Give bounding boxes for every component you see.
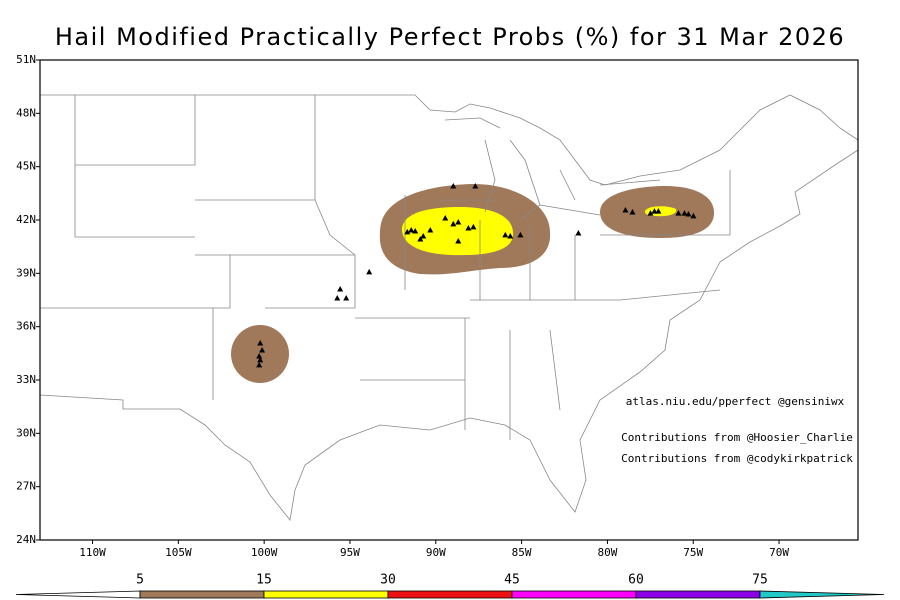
lon-tick-label: 85W [512, 546, 532, 559]
hail-report [455, 237, 462, 244]
colorbar-label: 30 [380, 573, 396, 588]
hail-report [465, 225, 472, 231]
lon-tick-label: 75W [683, 546, 703, 559]
credits: atlas.niu.edu/pperfect @gensiniwx Contri… [621, 395, 853, 465]
lat-tick-label: 24N [16, 533, 36, 546]
border-north [40, 94, 859, 186]
hail-report [417, 236, 424, 242]
hail-report [681, 210, 688, 216]
colorbar-segment [511, 590, 637, 599]
area-5 [231, 325, 289, 383]
lat-tick-label: 27N [16, 480, 36, 493]
lon-tick-label: 90W [426, 546, 446, 559]
hail-report [256, 353, 263, 359]
hail-report [675, 210, 682, 216]
hail-report [404, 228, 411, 235]
lat-tick-label: 30N [16, 426, 36, 439]
colorbar-segment [387, 590, 513, 599]
hail-report [257, 340, 264, 346]
credit: atlas.niu.edu/pperfect @gensiniwx [626, 395, 845, 408]
hail-report [507, 233, 514, 239]
hail-report [412, 228, 419, 234]
area-15 [402, 207, 514, 256]
hail-report [455, 218, 462, 225]
hail-report [450, 220, 457, 227]
lon-tick-label: 100W [251, 546, 278, 559]
hail-report [337, 285, 344, 292]
hail-report [651, 208, 658, 214]
hail-report [472, 183, 479, 189]
state-lines [40, 95, 731, 440]
hail-report [408, 226, 415, 233]
lon-tick-label: 95W [340, 546, 360, 559]
lat-tick-label: 48N [16, 106, 36, 119]
hail-report [517, 231, 524, 238]
hail-report [629, 209, 636, 215]
colorbar-segment [635, 590, 761, 599]
credit: Contributions from @Hoosier_Charlie [621, 431, 853, 444]
map-frame [39, 59, 859, 541]
hail-report [420, 233, 427, 239]
lon-tick-label: 105W [165, 546, 192, 559]
map-background [40, 60, 858, 540]
colorbar-label: 5 [136, 573, 144, 588]
lat-tick-label: 33N [16, 373, 36, 386]
lat-tick-label: 45N [16, 160, 36, 173]
colorbar-label: 45 [504, 573, 520, 588]
hail-report [685, 210, 692, 217]
hail-report [502, 231, 509, 238]
hail-report [575, 229, 582, 236]
hail-report [343, 295, 350, 301]
lon-tick-label: 70W [769, 546, 789, 559]
hail-report [655, 208, 662, 214]
hail-report [256, 361, 263, 368]
credit: Contributions from @codykirkpatrick [621, 452, 853, 465]
area-15 [644, 206, 677, 217]
colorbar-label: 15 [256, 573, 272, 588]
hail-report [259, 346, 266, 353]
colorbar-label: 60 [628, 573, 644, 588]
colorbar-below [15, 590, 141, 599]
colorbar-segment [263, 590, 389, 599]
hail-report [442, 215, 449, 221]
hail-report [622, 207, 629, 213]
colorbar-above [759, 590, 885, 599]
hail-report [366, 268, 373, 275]
hail-report [470, 223, 477, 230]
hail-report [690, 212, 697, 219]
lat-tick-label: 51N [16, 53, 36, 66]
geography [39, 94, 859, 521]
hail-report [334, 295, 341, 301]
hail-report [450, 183, 457, 189]
hail-report [427, 226, 434, 233]
hail-report [647, 210, 654, 216]
coastline [39, 149, 859, 521]
lat-tick-label: 39N [16, 266, 36, 279]
lat-tick-label: 42N [16, 213, 36, 226]
great-lakes [444, 117, 661, 221]
hail-report [257, 356, 264, 363]
lon-tick-label: 80W [597, 546, 617, 559]
colorbar-label: 75 [752, 573, 768, 588]
colorbar-segment [139, 590, 265, 599]
lat-tick-label: 36N [16, 320, 36, 333]
lon-tick-label: 110W [79, 546, 106, 559]
title: Hail Modified Practically Perfect Probs … [55, 23, 845, 51]
